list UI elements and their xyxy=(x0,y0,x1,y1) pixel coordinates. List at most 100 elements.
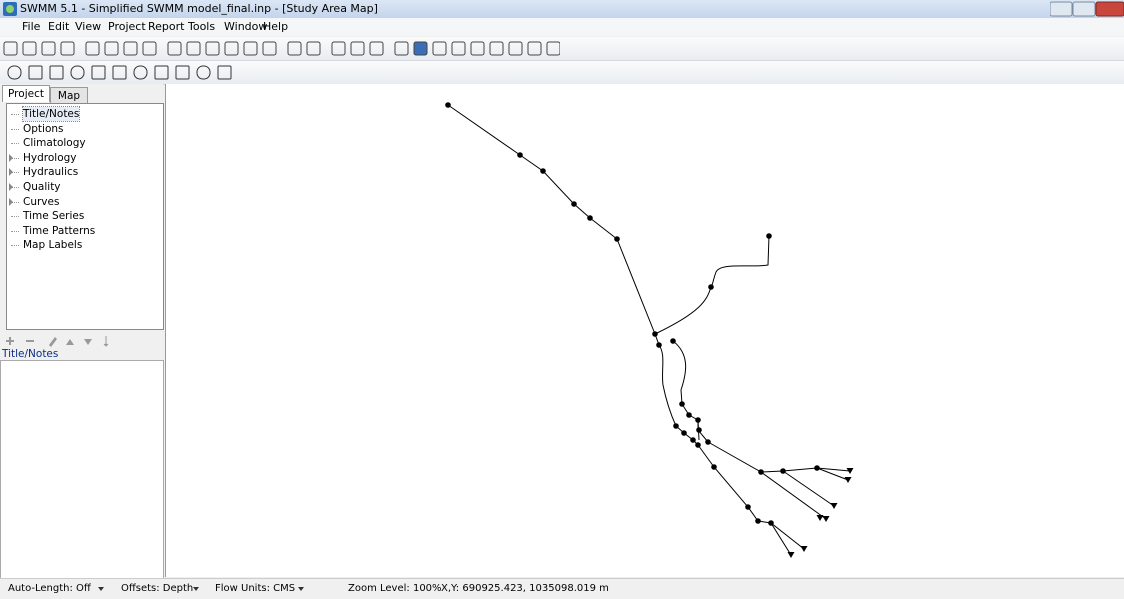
toolbar-button xyxy=(123,41,138,56)
tree-item[interactable]: Hydrology xyxy=(23,151,77,164)
junction xyxy=(681,430,687,436)
tree-item[interactable]: Hydraulics xyxy=(23,166,79,179)
app-icon xyxy=(3,2,17,16)
toolbar-button xyxy=(451,41,466,56)
toolbar-button xyxy=(186,41,201,56)
project-tree: Title/Notes Options Climatology Hydrology Hy… xyxy=(6,103,164,330)
junction xyxy=(766,233,772,239)
outfall xyxy=(846,468,854,474)
toolbar-button xyxy=(41,41,56,56)
junction xyxy=(768,520,774,526)
menu-bar: File Edit View Project Report Tools Window Help xyxy=(0,18,1124,36)
menu-item[interactable]: File xyxy=(22,20,41,33)
menu-item[interactable]: Help xyxy=(263,20,289,33)
expand-arrow[interactable] xyxy=(9,197,13,206)
tree-connector xyxy=(11,143,19,145)
expand-arrow[interactable] xyxy=(9,183,13,191)
status-item[interactable]: Auto-Length: Off xyxy=(8,583,91,594)
toolbar-button xyxy=(546,41,561,56)
tree-item[interactable]: Options xyxy=(23,122,64,135)
junction xyxy=(695,442,701,448)
junction xyxy=(695,417,701,423)
menu-item[interactable]: Edit xyxy=(48,20,70,33)
tree-item[interactable]: Map Labels xyxy=(23,239,83,252)
dropdown-arrow[interactable] xyxy=(98,587,104,591)
toolbar-button xyxy=(262,41,277,56)
toolbar-button xyxy=(306,41,321,56)
junction xyxy=(587,215,593,221)
menu-item[interactable]: Project xyxy=(108,20,146,33)
expand-arrow[interactable] xyxy=(9,153,13,162)
dropdown-arrow[interactable] xyxy=(298,587,304,591)
toolbar-button xyxy=(432,41,447,56)
conduit xyxy=(770,522,792,556)
toolbar-button xyxy=(154,65,169,80)
toolbar-button xyxy=(489,41,504,56)
toolbar-button xyxy=(3,41,18,56)
status-item[interactable]: Offsets: Depth xyxy=(121,583,194,594)
junction xyxy=(780,468,786,474)
tree-connector xyxy=(11,216,19,218)
menu-item[interactable]: View xyxy=(75,20,102,33)
tree-connector xyxy=(11,157,19,159)
conduit xyxy=(697,444,805,550)
browser-label: Title/Notes xyxy=(2,348,59,360)
junction xyxy=(690,437,696,443)
tab[interactable]: Project xyxy=(2,85,50,102)
toolbar-button xyxy=(167,41,182,56)
status-item: X,Y: 690925.423, 1035098.019 m xyxy=(441,583,609,594)
outfall xyxy=(844,477,852,483)
tree-connector xyxy=(11,172,19,174)
toolbar-button xyxy=(508,41,523,56)
junction xyxy=(705,439,711,445)
junction xyxy=(696,427,702,433)
toolbar-icons[interactable] xyxy=(0,61,260,84)
toolbar-button xyxy=(287,41,302,56)
toolbar-button xyxy=(196,65,211,80)
tree-item[interactable]: Climatology xyxy=(23,137,86,150)
menu-item[interactable]: Report xyxy=(148,20,185,33)
menu-item[interactable]: Tools xyxy=(188,20,216,33)
dropdown-arrow[interactable] xyxy=(193,587,199,591)
conduit xyxy=(654,235,770,335)
tab[interactable]: Map xyxy=(50,87,88,104)
tree-item[interactable]: Time Patterns xyxy=(23,224,96,237)
tree-connector xyxy=(11,187,19,188)
junction xyxy=(745,504,751,510)
tree-connector xyxy=(11,128,19,130)
item-list xyxy=(0,360,164,579)
toolbar-button xyxy=(49,65,64,80)
toolbar-main xyxy=(0,37,1124,61)
junction xyxy=(670,338,676,344)
tree-item[interactable]: Time Series xyxy=(23,210,85,223)
toolbar-button xyxy=(60,41,75,56)
network-map xyxy=(445,102,854,558)
junction xyxy=(517,152,523,158)
toolbar-icons[interactable] xyxy=(0,37,561,60)
tree-connector xyxy=(11,230,19,232)
browser-toolbar[interactable] xyxy=(4,333,154,349)
toolbar-button xyxy=(350,41,365,56)
toolbar-button xyxy=(142,41,157,56)
menu-item[interactable]: Window xyxy=(224,20,268,33)
toolbar-button xyxy=(470,41,485,56)
outfall xyxy=(830,503,838,509)
junction xyxy=(686,412,692,418)
toolbar-button xyxy=(112,65,127,80)
tree-item[interactable]: Title/Notes xyxy=(21,106,81,122)
toolbar-button xyxy=(243,41,258,56)
status-item: Zoom Level: 100% xyxy=(348,583,442,594)
tree-connector xyxy=(11,245,19,247)
outfall xyxy=(787,552,795,558)
window-controls[interactable] xyxy=(1050,1,1124,17)
toolbar-button xyxy=(217,65,232,80)
junction xyxy=(652,331,658,337)
tree-item[interactable]: Curves xyxy=(23,195,60,208)
status-item[interactable]: Flow Units: CMS xyxy=(215,583,296,594)
expand-arrow[interactable] xyxy=(9,168,13,177)
status-bar: Auto-Length: Off Offsets: Depth Flow Units… xyxy=(0,578,1124,599)
toolbar-button xyxy=(91,65,106,80)
tree-item[interactable]: Quality xyxy=(23,181,61,193)
toolbar-button xyxy=(7,65,22,80)
